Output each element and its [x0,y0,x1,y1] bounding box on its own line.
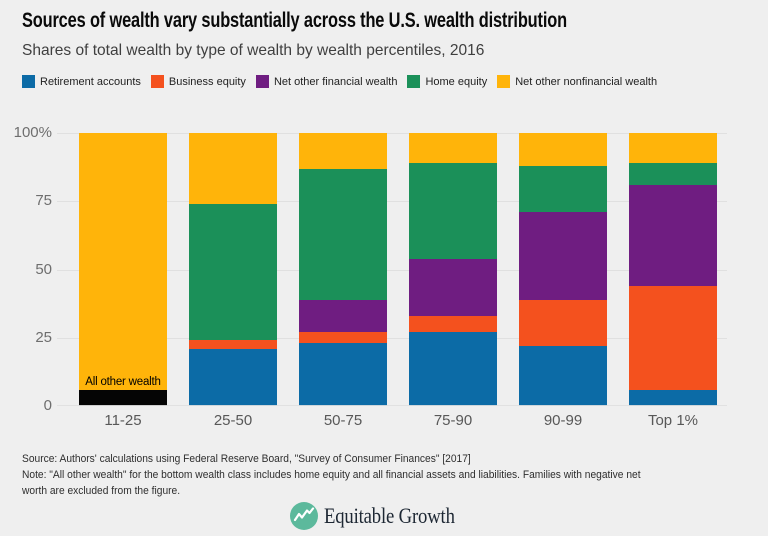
source-note: Source: Authors' calculations using Fede… [22,451,641,499]
x-axis-tick-label: 90-99 [543,412,583,429]
gridline [57,270,727,271]
gridline [57,338,727,339]
bar-segment [519,345,607,406]
bar-segment [79,133,167,390]
legend: Retirement accounts Business equity Net ot… [22,75,657,88]
legend-swatch-icon [407,75,421,88]
legend-item: Net other financial wealth [255,75,398,88]
legend-label: Net other financial wealth [273,75,398,88]
bar-segment [409,258,497,316]
legend-swatch-icon [497,75,511,88]
legend-item: Retirement accounts [22,75,141,88]
note-line-1: Note: "All other wealth" for the bottom … [22,469,641,481]
bar-segment [629,285,717,390]
x-axis-tick-label: 25-50 [213,412,253,429]
equitable-growth-logo: Equitable Growth [0,502,768,530]
x-axis-tick-label: 50-75 [323,412,363,429]
chart-title: Sources of wealth vary substantially acr… [22,9,567,32]
y-axis-tick-label: 25 [35,329,52,346]
legend-swatch-icon [150,75,164,88]
bar-Top 1% [629,133,717,406]
bar-11-25: All other wealth [79,133,167,406]
legend-label: Net other nonfinancial wealth [515,75,658,88]
legend-swatch-icon [22,75,35,88]
bar-segment [189,133,277,204]
logo-trendline-icon [290,502,319,530]
gridline [57,133,727,134]
source-line: Source: Authors' calculations using Fede… [22,453,471,465]
gridline [57,201,727,202]
bar-segment [519,165,607,213]
bar-segment [409,163,497,259]
bar-segment [519,212,607,300]
legend-item: Net other nonfinancial wealth [497,75,657,88]
bar-segment [519,299,607,346]
bar-segment [79,389,167,406]
bar-segment [409,315,497,333]
logo-wordmark: Equitable Growth [324,503,455,528]
bar-segment [299,343,387,406]
bar-segment [189,203,277,341]
bar-annotation-label: All other wealth [85,375,161,388]
legend-item: Home equity [407,75,487,88]
legend-label: Home equity [425,75,488,88]
bar-segment [189,348,277,406]
legend-label: Business equity [168,75,246,88]
bar-segment [409,332,497,406]
x-axis-tick-label: Top 1% [647,412,699,429]
bar-segment [519,133,607,166]
chart-subtitle: Shares of total wealth by type of wealth… [22,42,485,59]
bar-25-50 [189,133,277,406]
bar-segment [189,340,277,349]
bar-segment [629,163,717,185]
y-axis-tick-label: 50 [35,261,52,278]
y-axis-tick-label: 75 [35,192,52,209]
bar-segment [299,133,387,169]
bar-segment [409,133,497,164]
bar-75-90 [409,133,497,406]
bar-90-99 [519,133,607,406]
legend-label: Retirement accounts [40,75,141,88]
plot-area: All other wealth [57,133,727,406]
bar-segment [299,168,387,300]
x-axis-tick-label: 11-25 [104,412,142,429]
y-axis-tick-label: 100% [13,124,52,141]
legend-swatch-icon [255,75,269,88]
bar-segment [629,389,717,406]
x-axis-tick-label: 75-90 [433,412,473,429]
note-line-2: worth are excluded from the figure. [22,485,181,497]
bar-50-75 [299,133,387,406]
y-axis-tick-label: 0 [43,397,52,414]
legend-item: Business equity [150,75,246,88]
bar-segment [299,299,387,333]
bar-segment [299,332,387,344]
bar-segment [629,184,717,286]
gridline [57,405,727,406]
bar-segment [629,133,717,164]
